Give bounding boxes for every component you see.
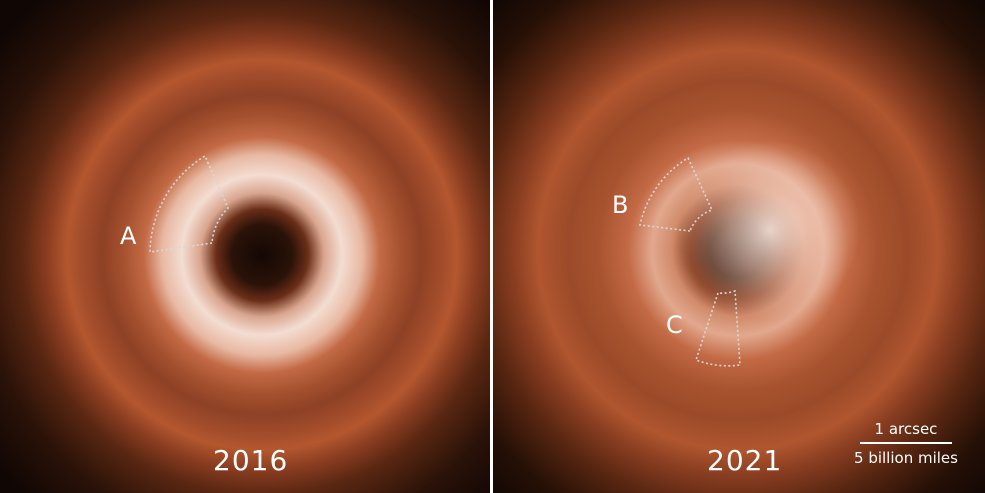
- scale-bottom-label: 5 billion miles: [854, 449, 958, 467]
- wedge-a: [149, 154, 229, 253]
- panel-2016: [0, 0, 490, 493]
- panel-divider: [490, 0, 493, 493]
- label-c: C: [666, 311, 683, 339]
- scale-top-label: 1 arcsec: [874, 420, 938, 438]
- label-b: B: [612, 191, 629, 219]
- wedge-b: [639, 156, 714, 232]
- panel-2021: [493, 0, 985, 493]
- scale-line: [860, 442, 952, 444]
- label-a: A: [120, 222, 137, 250]
- scale-bar: 1 arcsec 5 billion miles: [846, 420, 966, 467]
- year-2016: 2016: [213, 444, 289, 477]
- wedge-c: [695, 289, 741, 367]
- year-2021: 2021: [707, 444, 783, 477]
